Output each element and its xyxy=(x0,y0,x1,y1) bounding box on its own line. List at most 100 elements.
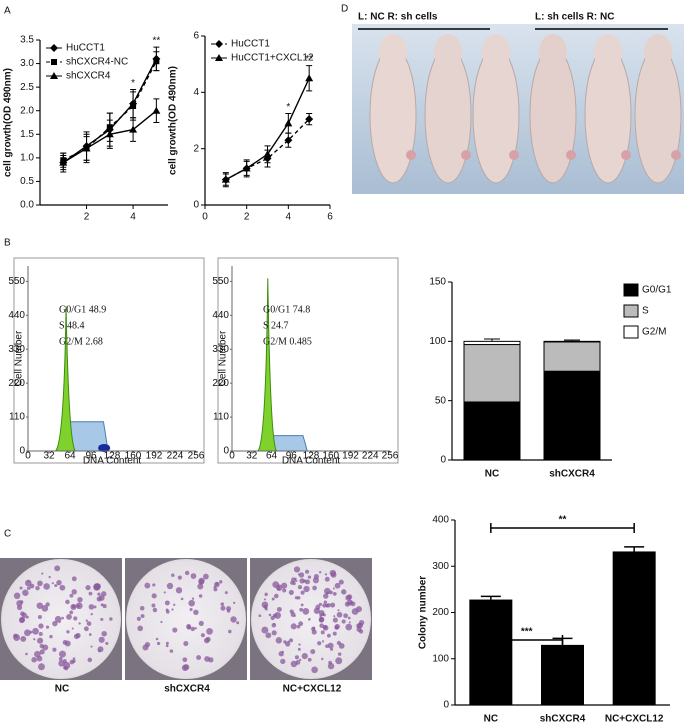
x-tick-label: shCXCR4 xyxy=(549,469,595,480)
y-tick-label: 220 xyxy=(212,378,229,389)
flow-stat: G0/G1 48.9 xyxy=(59,304,106,315)
colony xyxy=(71,627,74,630)
colony xyxy=(86,621,92,626)
colony xyxy=(321,640,325,643)
colony xyxy=(322,625,328,630)
colony xyxy=(19,617,25,624)
g1-peak xyxy=(256,278,278,452)
y-tick-label: 4 xyxy=(193,87,199,98)
x-tick-label: 4 xyxy=(286,212,292,223)
colony xyxy=(318,617,325,623)
significance: ** xyxy=(152,36,160,47)
colony xyxy=(190,626,195,632)
mouse-head xyxy=(482,34,510,70)
colony xyxy=(294,655,299,660)
colony xyxy=(97,646,104,653)
colony xyxy=(275,637,283,644)
colony xyxy=(52,620,58,627)
x-tick-label: 192 xyxy=(146,451,163,462)
colony xyxy=(93,605,97,609)
colony xyxy=(330,647,334,651)
colony xyxy=(321,657,324,661)
colony xyxy=(191,597,195,600)
legend-label: HuCCT1+CXCL12 xyxy=(231,53,314,64)
colony xyxy=(45,602,50,607)
x-tick-label: 256 xyxy=(188,451,205,462)
colony xyxy=(151,593,157,599)
y-tick-label: 50 xyxy=(435,395,447,406)
colony xyxy=(336,640,342,646)
x-tick-label: 0 xyxy=(25,451,31,462)
colony xyxy=(317,641,322,646)
colony xyxy=(160,620,163,624)
tumor xyxy=(509,150,519,160)
bar-segment xyxy=(543,370,601,461)
colony xyxy=(63,661,71,669)
bar-segment xyxy=(543,341,601,372)
bar-segment xyxy=(463,340,521,346)
colony xyxy=(326,591,329,595)
y-tick-label: 110 xyxy=(213,412,229,423)
legend-swatch xyxy=(623,283,639,297)
marker xyxy=(50,44,58,52)
colony xyxy=(90,645,93,648)
colony xyxy=(265,632,272,639)
x-tick-label: 64 xyxy=(64,451,76,462)
colony xyxy=(290,612,296,618)
legend-label: HuCCT1 xyxy=(66,43,105,54)
colony xyxy=(307,575,312,579)
y-tick-label: 2.0 xyxy=(20,105,34,116)
colony xyxy=(194,627,197,630)
colony xyxy=(152,607,158,613)
colony xyxy=(32,627,39,635)
plate-caption: NC+CXCL12 xyxy=(283,684,342,695)
colony xyxy=(136,616,141,621)
colony xyxy=(13,633,18,639)
colony xyxy=(305,569,310,574)
x-tick-label: 256 xyxy=(382,451,399,462)
y-tick-label: 6 xyxy=(193,31,199,42)
tumor xyxy=(566,150,576,160)
x-tick-label: 96 xyxy=(286,451,298,462)
colony xyxy=(139,605,145,611)
x-tick-label: 2 xyxy=(244,212,250,223)
colony xyxy=(165,644,169,648)
colony xyxy=(39,649,45,655)
colony xyxy=(37,615,42,620)
mouse-head xyxy=(434,34,462,70)
colony xyxy=(198,594,203,598)
legend-label: shCXCR4-NC xyxy=(66,57,128,68)
flow-stat: G2/M 2.68 xyxy=(59,336,103,347)
colony xyxy=(25,652,28,656)
x-tick-label: NC xyxy=(484,714,498,725)
y-tick-label: 550 xyxy=(212,276,229,287)
colony xyxy=(56,579,62,586)
y-tick-label: 300 xyxy=(432,561,449,572)
significance: * xyxy=(286,102,290,113)
colony xyxy=(45,625,50,629)
colony xyxy=(163,591,166,594)
flow-frame xyxy=(217,257,399,464)
colony xyxy=(327,662,335,670)
colony xyxy=(43,583,50,590)
marker xyxy=(284,119,293,127)
y-tick-label: 2.5 xyxy=(20,82,34,93)
flow-frame xyxy=(13,257,205,464)
colony xyxy=(188,599,195,607)
colony xyxy=(312,585,317,591)
error-bar xyxy=(624,546,645,552)
colony xyxy=(220,602,225,606)
colony xyxy=(166,582,174,590)
colony xyxy=(263,598,267,601)
y-tick-label: 110 xyxy=(9,412,25,423)
marker xyxy=(242,164,251,172)
colony xyxy=(310,649,316,655)
colony xyxy=(298,621,304,627)
y-axis-label: Colony number xyxy=(418,576,429,649)
colony xyxy=(88,604,95,610)
colony xyxy=(337,609,340,612)
colony xyxy=(324,573,328,576)
colony xyxy=(37,580,43,587)
colony xyxy=(319,623,324,628)
colony xyxy=(69,593,74,598)
